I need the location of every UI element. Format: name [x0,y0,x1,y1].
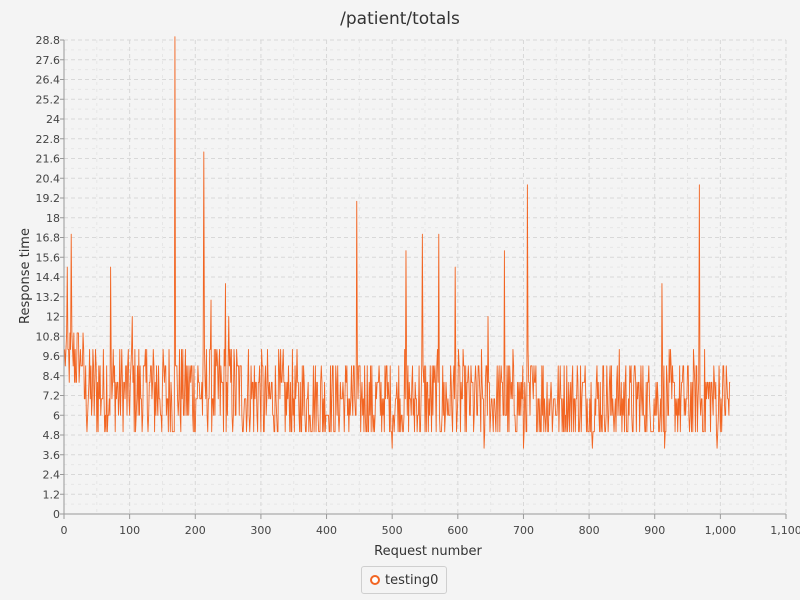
axes [60,39,787,519]
x-tick-label: 1,000 [705,524,737,537]
x-tick-label: 700 [513,524,534,537]
y-tick-label: 1.2 [43,488,61,501]
x-tick-label: 1,100 [770,524,800,537]
chart-title: /patient/totals [340,9,460,29]
y-tick-label: 21.6 [36,153,61,166]
y-tick-label: 18 [46,212,60,225]
x-tick-label: 900 [644,524,665,537]
y-tick-label: 0 [53,508,60,521]
y-tick-label: 15.6 [36,251,61,264]
tick-labels: 0 1.2 2.4 3.6 4.8 6 7.2 8.4 9.6 10.8 12 13.2 14.4 15.… [36,34,800,537]
y-tick-label: 10.8 [36,330,61,343]
y-tick-label: 13.2 [36,291,61,304]
y-tick-label: 19.2 [36,192,61,205]
x-axis-label: Request number [374,544,482,559]
y-tick-label: 16.8 [36,232,61,245]
y-tick-label: 27.6 [36,54,61,67]
y-tick-label: 7.2 [43,390,61,403]
y-tick-label: 20.4 [36,172,61,185]
y-tick-label: 26.4 [36,74,61,87]
grid [64,39,787,514]
y-tick-label: 4.8 [43,429,61,442]
y-axis-label: Response time [18,228,33,324]
x-tick-label: 300 [250,524,271,537]
x-tick-label: 100 [119,524,140,537]
y-tick-label: 2.4 [43,469,61,482]
y-tick-label: 28.8 [36,34,61,47]
legend-label: testing0 [385,572,439,588]
x-tick-label: 800 [579,524,600,537]
legend-marker-icon [370,575,380,585]
y-tick-label: 12 [46,311,60,324]
y-tick-label: 22.8 [36,133,61,146]
y-tick-label: 6 [53,409,60,422]
y-tick-label: 8.4 [43,370,61,383]
y-tick-label: 14.4 [36,271,61,284]
x-tick-label: 200 [185,524,206,537]
y-tick-label: 24 [46,113,60,126]
x-tick-label: 500 [382,524,403,537]
x-tick-label: 400 [316,524,337,537]
series-line-testing0 [64,36,731,449]
x-tick-label: 0 [61,524,68,537]
series-layer [64,36,731,449]
x-tick-label: 600 [447,524,468,537]
legend: testing0 [361,566,448,594]
y-tick-label: 25.2 [36,93,61,106]
y-tick-label: 9.6 [43,350,61,363]
y-tick-label: 3.6 [43,449,61,462]
